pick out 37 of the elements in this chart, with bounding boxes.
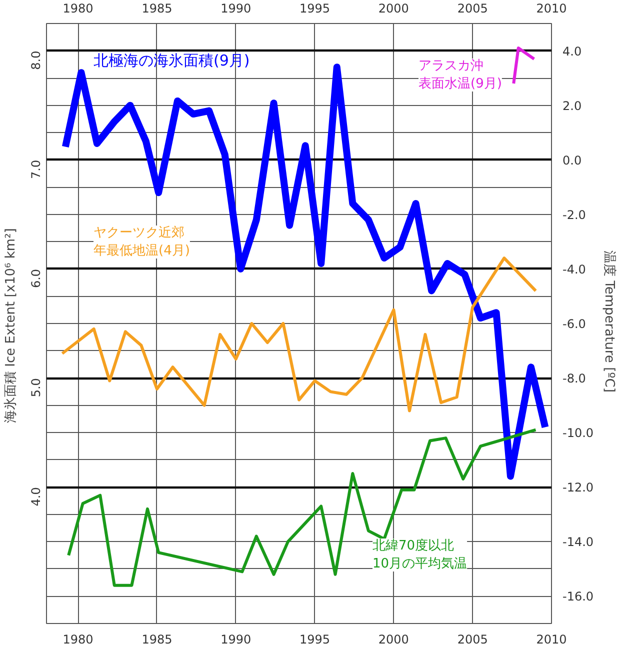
x2-tick-label: 1995 [300, 632, 330, 646]
y2-tick-label: -16.0 [562, 590, 594, 604]
x2-tick-label: 1980 [62, 632, 94, 646]
y-tick-label: 6.0 [29, 268, 43, 288]
x2-tick-label: 1990 [220, 632, 252, 646]
line-series [60, 256, 538, 412]
x2-tick-label: 1985 [142, 632, 172, 646]
series-label: 北緯70度以北10月の平均気温 [372, 538, 468, 572]
y2-tick-label: -8.0 [562, 372, 586, 386]
x-tick-label: 2010 [536, 2, 567, 16]
y2-tick-label: 0.0 [562, 153, 582, 168]
y-tick-label: 4.0 [29, 487, 43, 506]
x-tick-label: 2005 [457, 2, 488, 16]
y2-tick-label: -10.0 [562, 426, 594, 440]
x2-tick-label: 2010 [536, 632, 567, 646]
x-tick-label: 1985 [142, 2, 172, 16]
y-tick-label: 5.0 [29, 378, 43, 398]
x-tick-label: 2000 [378, 2, 409, 16]
x-tick-label: 1980 [62, 2, 94, 16]
y2-tick-label: -6.0 [562, 317, 586, 331]
x-tick-label: 1995 [300, 2, 330, 16]
y2-tick-label: 4.0 [562, 44, 582, 58]
y2-tick-label: 2.0 [562, 98, 582, 113]
x-tick-label: 1990 [220, 2, 252, 16]
y-tick-label: 7.0 [29, 160, 43, 179]
y-axis-title: 海氷面積 Ice Extent [x10⁶ km²] [4, 228, 18, 423]
line-series [67, 428, 538, 587]
series-label: アラスカ沖表面水温(9月) [418, 58, 502, 92]
x2-tick-label: 2000 [378, 632, 409, 646]
x2-tick-label: 2005 [457, 632, 488, 646]
y-tick-label: 8.0 [29, 50, 43, 70]
y2-tick-label: -2.0 [562, 208, 586, 222]
text: ヤクーツク近郊年最低地温(4月) [94, 226, 190, 258]
y2-tick-label: -4.0 [562, 262, 586, 276]
y2-tick-label: -12.0 [562, 480, 594, 495]
y2-tick-label: -14.0 [562, 535, 594, 550]
y2-axis-title: 温度 Temperature [ºC] [602, 250, 618, 392]
